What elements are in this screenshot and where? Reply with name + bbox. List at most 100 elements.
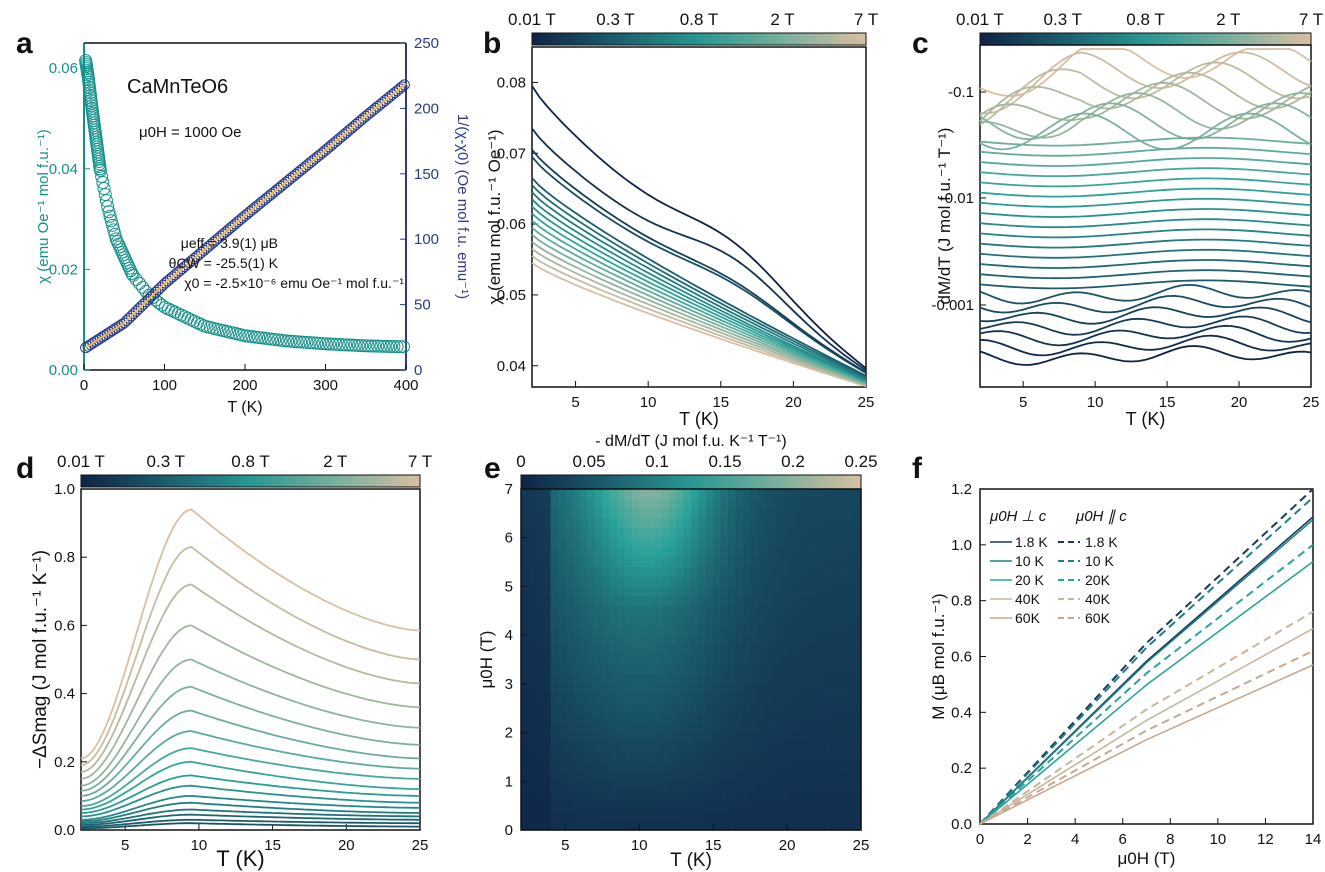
e-heatmap-cell [661, 547, 670, 558]
e-heatmap-cell [624, 644, 633, 656]
e-heatmap-cell [639, 557, 648, 568]
a-chi-point [390, 340, 404, 354]
e-heatmap-cell [609, 664, 618, 675]
e-heatmap-cell [639, 635, 648, 646]
a-chi-point [103, 209, 117, 223]
e-heatmap-cell [742, 732, 751, 743]
e-heatmap-cell [698, 752, 707, 763]
c-curve [979, 218, 1312, 229]
e-heatmap-cell [727, 820, 736, 831]
e-heatmap-cell [676, 537, 685, 549]
d-curve [80, 508, 421, 760]
e-heatmap-cell [521, 791, 529, 802]
f-x-tick-label: 10 [1210, 831, 1227, 848]
e-heatmap-cell [580, 625, 589, 636]
e-heatmap-cell [661, 498, 670, 510]
e-heatmap-cell [853, 586, 862, 597]
e-heatmap-cell [824, 547, 833, 558]
e-heatmap-cell [617, 489, 626, 500]
e-heatmap-cell [794, 781, 803, 792]
e-heatmap-cell [846, 674, 855, 685]
e-heatmap-cell [698, 557, 707, 568]
e-heatmap-cell [661, 800, 670, 812]
e-heatmap-cell [705, 791, 714, 802]
e-heatmap-cell [801, 791, 810, 802]
e-heatmap-cell [750, 800, 759, 812]
e-heatmap-cell [764, 489, 773, 500]
e-heatmap-cell [691, 683, 699, 695]
e-heatmap-cell [572, 742, 581, 753]
e-heatmap-cell [609, 761, 618, 773]
e-heatmap-cell [639, 791, 648, 802]
e-heatmap-cell [617, 732, 626, 743]
e-heatmap-cell [543, 557, 552, 568]
e-heatmap-cell [779, 518, 788, 529]
e-heatmap-cell [528, 547, 537, 558]
e-heatmap-cell [646, 742, 655, 753]
e-heatmap-cell [824, 489, 833, 500]
e-heatmap-cell [543, 693, 552, 704]
e-heatmap-cell [646, 527, 655, 539]
e-heatmap-cell [631, 498, 640, 510]
e-heatmap-cell [587, 596, 596, 607]
e-heatmap-cell [543, 722, 552, 734]
e-heatmap-cell [779, 547, 788, 558]
e-heatmap-cell [772, 820, 781, 831]
e-heatmap-cell [794, 761, 803, 773]
e-heatmap-cell [580, 820, 589, 831]
e-heatmap-cell [550, 761, 559, 773]
e-heatmap-cell [624, 508, 633, 519]
e-heatmap-cell [565, 654, 574, 665]
e-heatmap-cell [757, 683, 766, 695]
e-heatmap-cell [838, 703, 847, 714]
e-heatmap-cell [683, 654, 692, 665]
e-heatmap-cell [521, 518, 529, 529]
e-heatmap-cell [535, 576, 544, 588]
e-heatmap-cell [705, 635, 714, 646]
c-x-tick-label: 20 [1231, 394, 1248, 411]
e-heatmap-cell [654, 566, 663, 578]
d-curve [80, 747, 421, 807]
e-heatmap-cell [528, 713, 537, 724]
e-heatmap-cell [557, 498, 566, 510]
e-heatmap-cell [691, 800, 699, 812]
e-heatmap-cell [639, 576, 648, 588]
e-heatmap-cell [587, 547, 596, 558]
e-heatmap-cell [646, 566, 655, 578]
e-heatmap-cell [617, 654, 626, 665]
e-heatmap-cell [557, 781, 566, 792]
e-heatmap-cell [521, 771, 529, 782]
e-heatmap-cell [602, 820, 611, 831]
d-curve [80, 760, 421, 811]
e-heatmap-cell [572, 752, 581, 763]
e-heatmap-cell [779, 693, 788, 704]
e-heatmap-cell [565, 605, 574, 617]
e-heatmap-cell [550, 576, 559, 588]
c-curve [979, 306, 1312, 325]
e-colorbar-tick-label: 0.25 [844, 452, 877, 471]
e-heatmap-cell [683, 683, 692, 695]
e-heatmap-cell [794, 527, 803, 539]
e-heatmap-cell [809, 800, 818, 812]
e-heatmap-cell [602, 703, 611, 714]
e-heatmap-cell [543, 810, 552, 821]
e-heatmap-cell [521, 664, 529, 675]
e-heatmap-cell [609, 820, 618, 831]
e-heatmap-cell [838, 713, 847, 724]
e-heatmap-cell [846, 742, 855, 753]
e-heatmap-cell [639, 537, 648, 549]
e-heatmap-cell [550, 508, 559, 519]
e-heatmap-cell [631, 693, 640, 704]
e-heatmap-cell [668, 761, 677, 773]
e-heatmap-cell [809, 742, 818, 753]
e-heatmap-cell [661, 635, 670, 646]
e-heatmap-cell [787, 742, 796, 753]
e-heatmap-cell [609, 781, 618, 792]
e-heatmap-cell [594, 810, 603, 821]
e-heatmap-cell [779, 683, 788, 695]
e-heatmap-cell [750, 791, 759, 802]
e-heatmap-cell [720, 713, 729, 724]
e-heatmap-cell [683, 489, 692, 500]
e-heatmap-cell [683, 527, 692, 539]
e-heatmap-cell [661, 781, 670, 792]
